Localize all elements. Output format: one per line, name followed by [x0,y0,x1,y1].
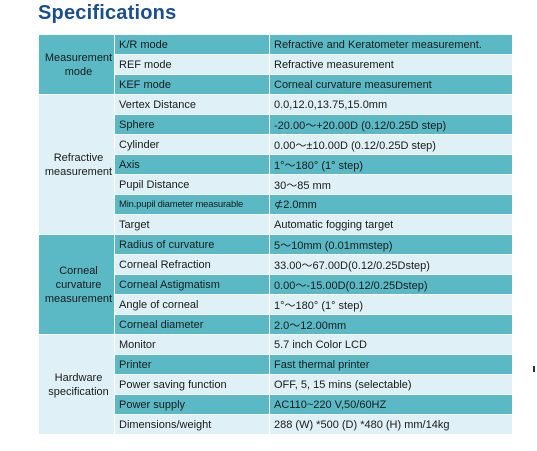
spec-value: ⊄2.0mm [270,195,512,214]
spec-item: Sphere [115,115,269,134]
table-row: Power saving function OFF, 5, 15 mins (s… [39,375,512,394]
spec-value: 33.00～67.00D(0.12/0.25Dstep) [270,255,512,274]
spec-value: Refractive and Keratometer measurement. [270,35,512,54]
spec-value: -20.00～+20.00D (0.12/0.25D step) [270,115,512,134]
group-hardware-specification: Hardware specification [39,335,114,434]
spec-item: Vertex Distance [115,95,269,114]
table-row: Pupil Distance 30～85 mm [39,175,512,194]
spec-value: 30～85 mm [270,175,512,194]
spec-value: 0.00～±10.00D (0.12/0.25D step) [270,135,512,154]
spec-item: K/R mode [115,35,269,54]
spec-value: 1°～180° (1° step) [270,155,512,174]
spec-item: Corneal Refraction [115,255,269,274]
spec-value: OFF, 5, 15 mins (selectable) [270,375,512,394]
group-refractive-measurement: Refractive measurement [39,95,114,234]
table-row: Hardware specification Monitor 5.7 inch C… [39,335,512,434]
specifications-table: Measurement mode K/R mode Refractive and … [38,34,513,435]
spec-value: Automatic fogging target [270,215,512,234]
table-row: Angle of corneal 1°～180° (1° step) [39,295,512,314]
group-measurement-mode: Measurement mode [39,35,114,94]
spec-value: 2.0～12.00mm [270,315,512,334]
spec-value: Refractive measurement [270,55,512,74]
table-row: Cylinder 0.00～±10.00D (0.12/0.25D step) [39,135,512,154]
group-corneal-curvature-measurement: Corneal curvature measurement [39,235,114,334]
spec-item: KEF mode [115,75,269,94]
table-row: KEF mode Corneal curvature measurement [39,75,512,94]
spec-item: Power saving function [115,375,269,394]
table-row: Sphere -20.00～+20.00D (0.12/0.25D step) [39,115,512,134]
table-row: Axis 1°～180° (1° step) [39,155,512,174]
spec-item: Monitor [115,335,269,354]
table-row: REF mode Refractive measurement [39,55,512,74]
table-row: Corneal Astigmatism 0.00～-15.00D(0.12/0.… [39,275,512,294]
spec-item: REF mode [115,55,269,74]
table-row: Target Automatic fogging target [39,215,512,234]
table-row: Corneal Refraction 33.00～67.00D(0.12/0.2… [39,255,512,274]
spec-item: Target [115,215,269,234]
spec-item: Radius of curvature [115,235,269,254]
spec-item: Cylinder [115,135,269,154]
table-row: Refractive measurement Vertex Distance 0.… [39,95,512,234]
table-row: Min.pupil diameter measurable ⊄2.0mm [39,195,512,214]
spec-item: Min.pupil diameter measurable [115,195,269,214]
spec-value: 288 (W) *500 (D) *480 (H) mm/14kg [270,415,512,434]
table-row: Power supply AC110~220 V,50/60HZ [39,395,512,414]
spec-value: Corneal curvature measurement [270,75,512,94]
spec-item: Axis [115,155,269,174]
spec-value: 5.7 inch Color LCD [270,335,512,354]
spec-item: Corneal Astigmatism [115,275,269,294]
spec-value: Fast thermal printer [270,355,512,374]
spec-item: Power supply [115,395,269,414]
page-title: Specifications [38,2,177,24]
spec-value: 1°～180° (1° step) [270,295,512,314]
table-row: Printer Fast thermal printer [39,355,512,374]
spec-item: Corneal diameter [115,315,269,334]
table-row: Dimensions/weight 288 (W) *500 (D) *480 … [39,415,512,434]
table-row: Corneal diameter 2.0～12.00mm [39,315,512,334]
spec-item: Angle of corneal [115,295,269,314]
spec-item: Printer [115,355,269,374]
edge-mark [533,366,535,372]
table-row: Measurement mode K/R mode Refractive and … [39,35,512,94]
spec-value: 5～10mm (0.01mmstep) [270,235,512,254]
spec-item: Pupil Distance [115,175,269,194]
spec-item: Dimensions/weight [115,415,269,434]
spec-value: 0.00～-15.00D(0.12/0.25Dstep) [270,275,512,294]
spec-value: AC110~220 V,50/60HZ [270,395,512,414]
table-row: Corneal curvature measurement Radius of cu… [39,235,512,334]
spec-value: 0.0,12.0,13.75,15.0mm [270,95,512,114]
